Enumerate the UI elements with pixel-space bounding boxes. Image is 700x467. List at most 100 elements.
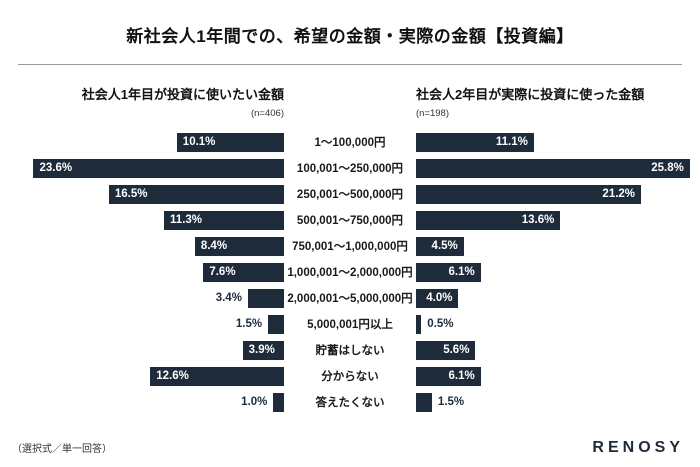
chart-row: 1.5% 5,000,001円以上 0.5% (8, 314, 692, 334)
right-sample-size: (n=198) (416, 107, 450, 119)
left-bar-track: 7.6% (8, 262, 284, 282)
right-bar-track: 4.5% (416, 236, 692, 256)
left-bar-track: 16.5% (8, 184, 284, 204)
left-bar-track: 11.3% (8, 210, 284, 230)
chart-row: 11.3% 500,001〜750,000円 13.6% (8, 210, 692, 230)
category-label: 2,000,001〜5,000,000円 (287, 293, 413, 306)
chart-rows: 10.1% 1〜100,000円 11.1% 23.6% 100,001〜250,000… (8, 132, 692, 412)
right-bar-track: 6.1% (416, 366, 692, 386)
right-series-header: 社会人2年目が実際に投資に使った金額 (n=198) (416, 87, 692, 119)
value-label: 1.5% (235, 317, 263, 330)
right-bar-track: 0.5% (416, 314, 692, 334)
right-bar: 11.1% (416, 132, 534, 152)
category-label: 1〜100,000円 (314, 137, 386, 150)
right-bar: 4.0% (416, 288, 459, 308)
left-bar: 7.6% (203, 262, 284, 282)
value-label: 21.2% (602, 187, 636, 200)
left-bar: 8.4% (194, 236, 284, 256)
chart-row: 23.6% 100,001〜250,000円 25.8% (8, 158, 692, 178)
left-bar (273, 392, 284, 412)
title-divider (18, 64, 682, 65)
left-bar-track: 8.4% (8, 236, 284, 256)
value-label: 25.8% (651, 161, 684, 174)
column-headers: 社会人1年目が投資に使いたい金額 (n=406) 社会人2年目が実際に投資に使っ… (8, 87, 692, 119)
right-bar-track: 5.6% (416, 340, 692, 360)
renosy-logo: RENOSY (592, 439, 684, 456)
category-label: 750,001〜1,000,000円 (292, 241, 408, 254)
right-bar: 6.1% (416, 366, 481, 386)
right-bar (416, 314, 422, 334)
left-bar-track: 10.1% (8, 132, 284, 152)
category-label: 100,001〜250,000円 (296, 163, 404, 176)
left-sample-size: (n=406) (250, 107, 284, 119)
right-bar (416, 392, 432, 412)
chart-row: 3.4% 2,000,001〜5,000,000円 4.0% (8, 288, 692, 308)
left-series-header: 社会人1年目が投資に使いたい金額 (n=406) (8, 87, 284, 119)
category-label: 500,001〜750,000円 (296, 215, 404, 228)
right-bar-track: 6.1% (416, 262, 692, 282)
category-label: 250,001〜500,000円 (296, 189, 404, 202)
left-bar: 3.9% (242, 340, 284, 360)
value-label: 6.1% (448, 369, 475, 382)
value-label: 12.6% (156, 369, 189, 382)
left-bar-track: 1.5% (8, 314, 284, 334)
right-bar: 21.2% (416, 184, 642, 204)
chart-row: 10.1% 1〜100,000円 11.1% (8, 132, 692, 152)
left-bar-track: 12.6% (8, 366, 284, 386)
left-bar-track: 3.4% (8, 288, 284, 308)
right-series-title: 社会人2年目が実際に投資に使った金額 (416, 87, 645, 102)
value-label: 10.1% (182, 135, 216, 148)
chart-row: 7.6% 1,000,001〜2,000,000円 6.1% (8, 262, 692, 282)
left-bar: 11.3% (164, 210, 284, 230)
left-bar (247, 288, 284, 308)
left-bar-track: 23.6% (8, 158, 284, 178)
category-label: 分からない (321, 371, 379, 384)
category-label: 貯蓄はしない (315, 345, 385, 358)
left-bar-track: 1.0% (8, 392, 284, 412)
value-label: 0.5% (427, 317, 454, 330)
value-label: 16.5% (114, 187, 148, 200)
right-bar-track: 11.1% (416, 132, 692, 152)
right-bar-track: 4.0% (416, 288, 692, 308)
value-label: 1.5% (437, 395, 465, 408)
value-label: 13.6% (521, 213, 555, 226)
value-label: 8.4% (200, 239, 228, 252)
left-bar: 23.6% (33, 158, 284, 178)
left-series-title: 社会人1年目が投資に使いたい金額 (81, 87, 284, 102)
category-label: 1,000,001〜2,000,000円 (287, 267, 413, 280)
right-bar-track: 21.2% (416, 184, 692, 204)
right-bar: 13.6% (416, 210, 561, 230)
value-label: 4.5% (431, 239, 458, 252)
right-bar: 25.8% (416, 158, 690, 178)
left-bar (268, 314, 284, 334)
value-label: 4.0% (426, 291, 453, 304)
value-label: 7.6% (209, 265, 236, 278)
value-label: 11.3% (170, 213, 203, 226)
left-bar-track: 3.9% (8, 340, 284, 360)
value-label: 1.0% (241, 395, 268, 408)
chart-row: 3.9% 貯蓄はしない 5.6% (8, 340, 692, 360)
left-bar: 12.6% (150, 366, 284, 386)
value-label: 5.6% (443, 343, 470, 356)
right-bar: 5.6% (416, 340, 476, 360)
footer-note: （選択式／単一回答） (12, 444, 112, 455)
right-bar: 6.1% (416, 262, 481, 282)
value-label: 6.1% (448, 265, 475, 278)
category-label: 5,000,001円以上 (307, 319, 393, 332)
left-bar: 16.5% (108, 184, 284, 204)
value-label: 23.6% (39, 161, 73, 174)
value-label: 11.1% (495, 135, 528, 148)
right-bar-track: 1.5% (416, 392, 692, 412)
value-label: 3.9% (248, 343, 275, 356)
chart-row: 1.0% 答えたくない 1.5% (8, 392, 692, 412)
value-label: 3.4% (215, 291, 242, 304)
page-title: 新社会人1年間での、希望の金額・実際の金額【投資編】 (126, 27, 574, 46)
chart-row: 12.6% 分からない 6.1% (8, 366, 692, 386)
right-bar: 4.5% (416, 236, 464, 256)
category-label: 答えたくない (315, 397, 385, 410)
right-bar-track: 25.8% (416, 158, 692, 178)
chart-row: 8.4% 750,001〜1,000,000円 4.5% (8, 236, 692, 256)
chart-row: 16.5% 250,001〜500,000円 21.2% (8, 184, 692, 204)
left-bar: 10.1% (176, 132, 284, 152)
